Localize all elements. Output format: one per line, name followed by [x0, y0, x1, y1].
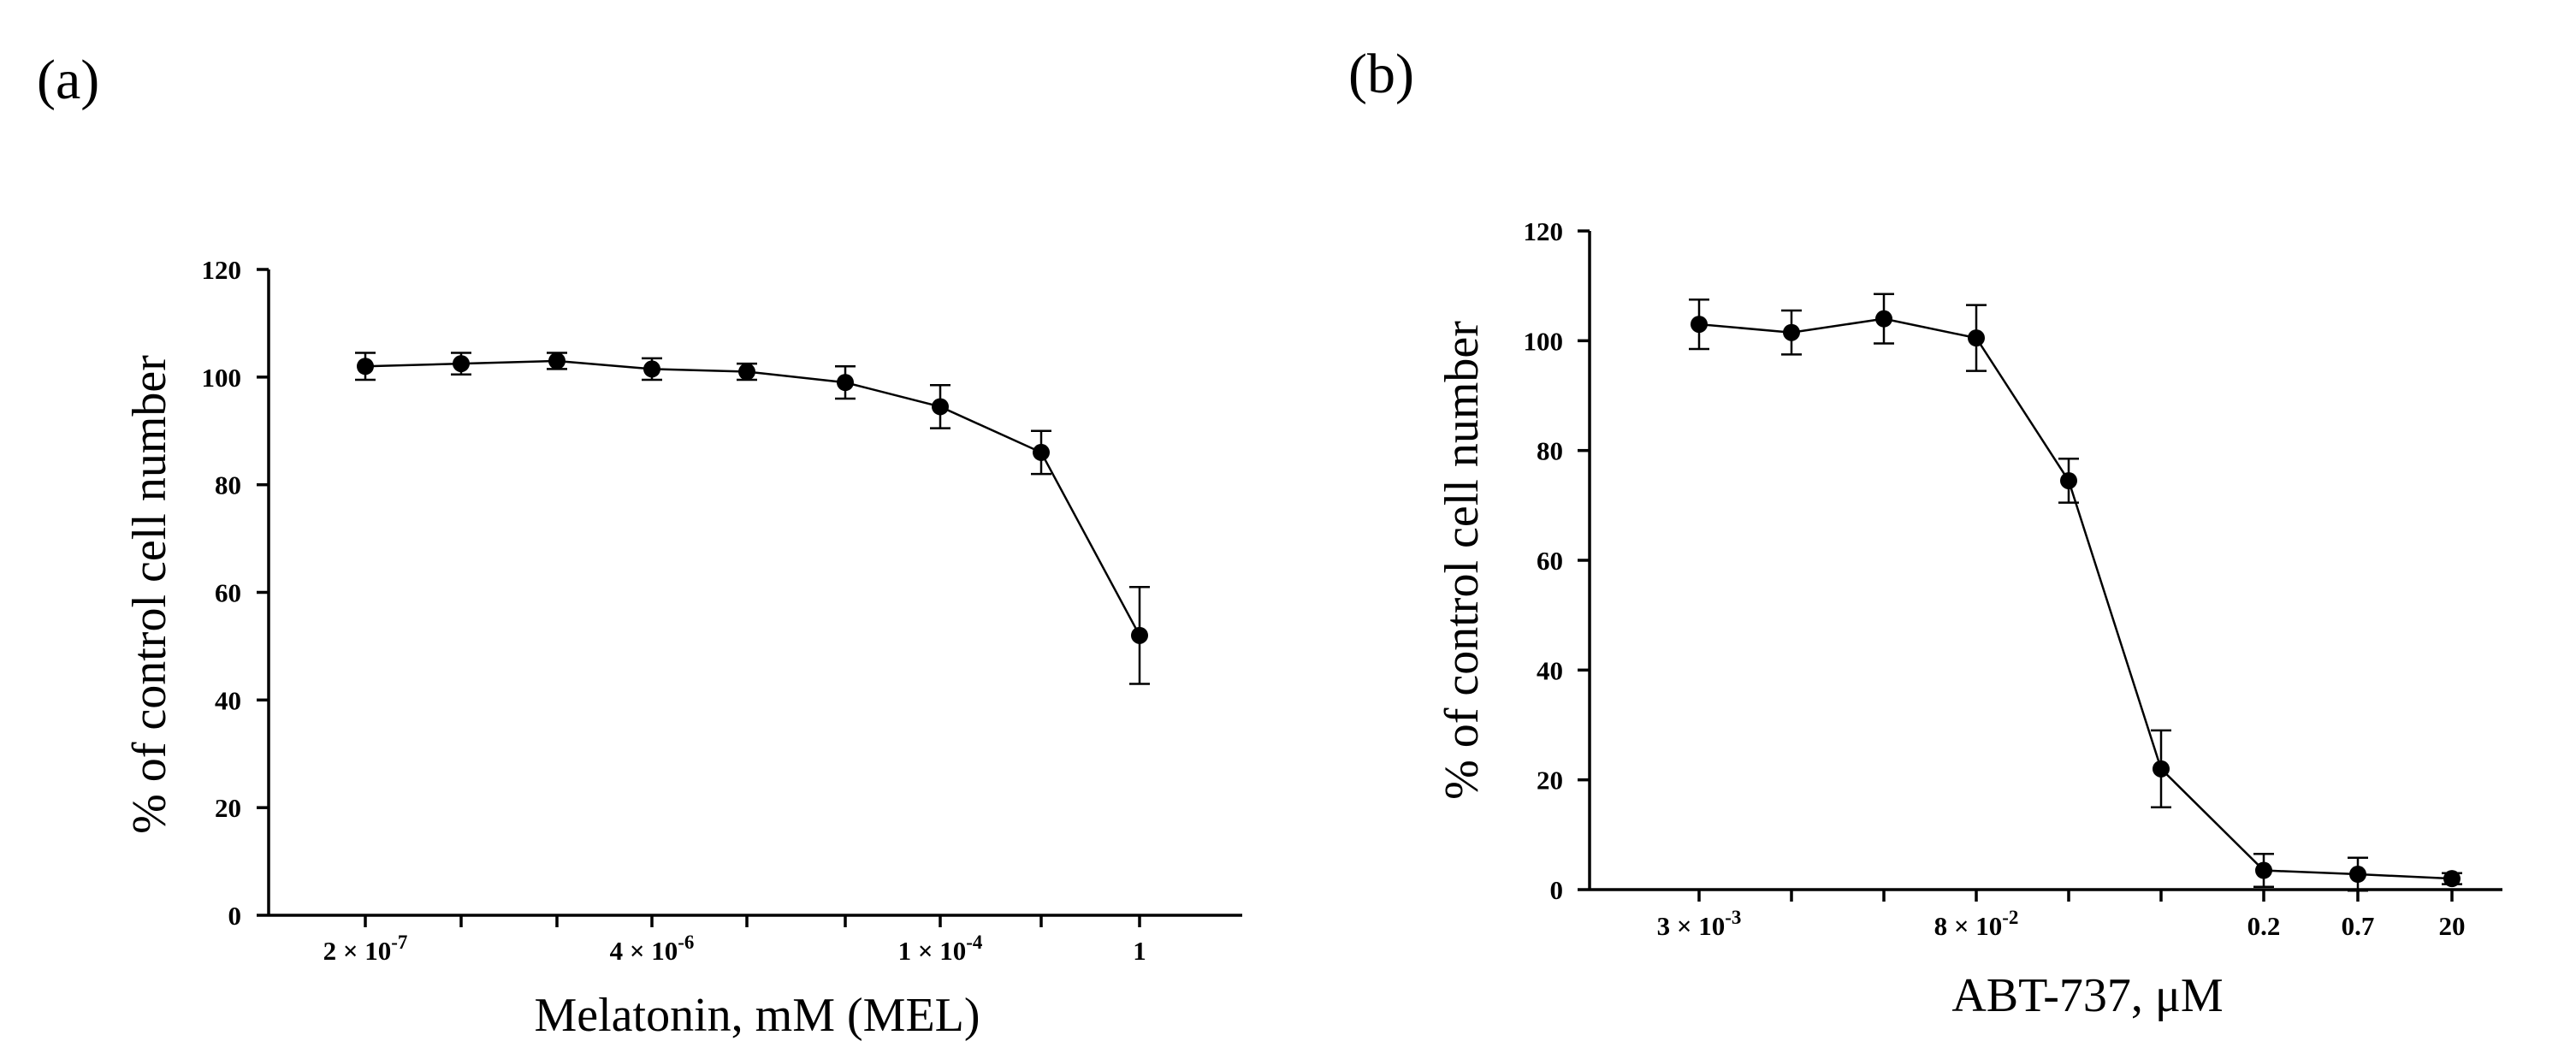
panel-b-data-point: [1875, 310, 1892, 328]
panel-b-x-axis-title: ABT-737, μM: [1951, 969, 2223, 1022]
panel-b-x-tick-label: 0.2: [2247, 911, 2281, 941]
panel-b-y-tick-label: 80: [1537, 436, 1563, 466]
panel-a-data-point: [548, 352, 566, 370]
panel-a: (a) 0 20 40 60 80 100 120 2 × 10-7 4 × 10-6 1 × …: [37, 49, 1242, 1042]
panel-b-data-point: [1968, 329, 1985, 347]
panel-a-x-axis-title: Melatonin, mM (MEL): [534, 989, 980, 1042]
panel-b-data-point: [2060, 471, 2077, 489]
panel-b-y-tick-label: 20: [1537, 766, 1563, 796]
panel-b: (b) 0 20 40 60 80 100 120 3 × 10-3 8 × 10-2 0.2 0…: [1348, 43, 2502, 1022]
panel-a-y-tick-label: 80: [215, 470, 241, 500]
panel-a-y-tick-label: 40: [215, 685, 241, 715]
panel-a-data-point: [453, 355, 470, 373]
panel-a-label: (a): [37, 49, 99, 111]
panel-b-x-tick-label: 20: [2439, 911, 2466, 941]
panel-b-y-axis-title: % of control cell number: [1436, 321, 1489, 800]
panel-a-y-axis-title: % of control cell number: [123, 355, 176, 834]
panel-b-data-point: [2443, 870, 2461, 888]
panel-a-data-point: [932, 398, 949, 416]
panel-b-y-tick-label: 0: [1550, 875, 1564, 905]
panel-a-data-point: [1033, 443, 1050, 461]
panel-a-y-tick-label: 20: [215, 793, 241, 823]
panel-b-data-point: [2153, 760, 2170, 778]
panel-b-x-tick-label: 3 × 10-3: [1657, 907, 1742, 941]
panel-b-y-tick-label: 100: [1524, 326, 1564, 356]
panel-a-x-tick-label: 4 × 10-6: [610, 932, 695, 966]
panel-a-x-tick-label: 2 × 10-7: [323, 932, 408, 966]
panel-a-data-point: [837, 374, 854, 392]
panel-a-x-tick-label: 1: [1133, 936, 1146, 966]
panel-b-data-point: [2255, 861, 2272, 879]
panel-b-data-point: [1783, 323, 1800, 341]
panel-b-x-tick-label: 8 × 10-2: [1934, 907, 2019, 941]
panel-a-data-point: [1131, 626, 1148, 644]
panel-b-y-tick-label: 120: [1524, 216, 1564, 246]
panel-b-y-tick-label: 40: [1537, 655, 1563, 685]
panel-a-x-tick-label: 1 × 10-4: [898, 932, 983, 966]
panel-a-y-tick-label: 60: [215, 578, 241, 608]
panel-a-y-tick-label: 120: [202, 255, 242, 285]
panel-b-label: (b): [1348, 43, 1414, 105]
panel-a-y-tick-label: 100: [202, 363, 242, 393]
panel-b-x-tick-label: 0.7: [2342, 911, 2375, 941]
panel-b-data-point: [2349, 866, 2366, 884]
panel-a-series-line: [364, 359, 1141, 636]
panel-b-series-line: [1698, 317, 2453, 880]
panel-a-data-point: [357, 358, 374, 376]
panel-a-data-point: [738, 363, 755, 381]
panel-b-y-tick-label: 60: [1537, 546, 1563, 576]
panel-a-y-tick-label: 0: [228, 901, 242, 931]
panel-b-data-point: [1691, 316, 1708, 334]
panel-a-data-point: [643, 360, 660, 378]
